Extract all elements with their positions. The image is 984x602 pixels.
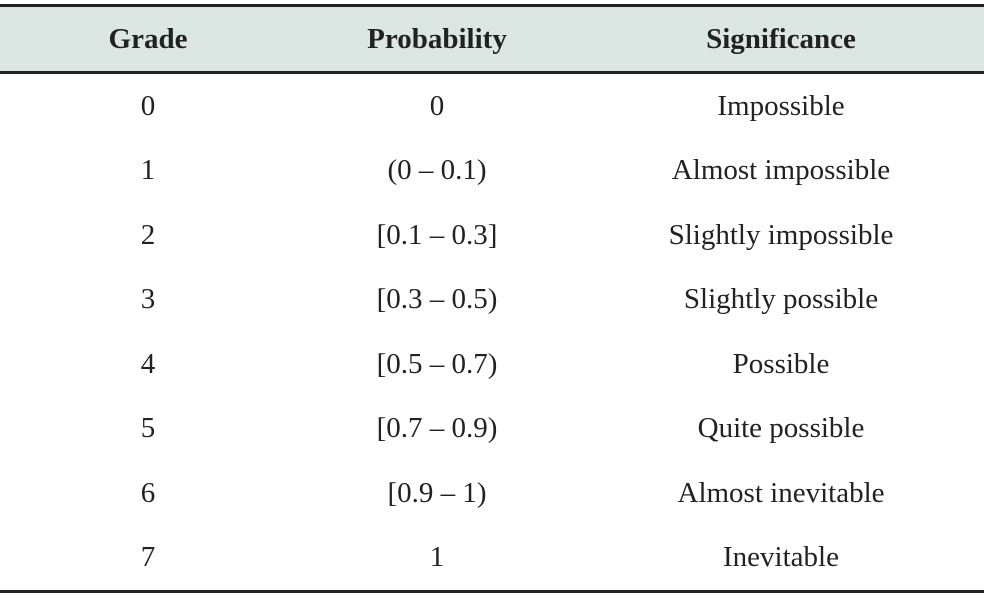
cell-significance: Slightly possible [683,283,879,316]
probability-grade-table-container: Grade Probability Significance 0 0 Impos… [0,4,984,602]
cell-grade: 6 [140,476,156,509]
table-row: 4 [0.5 – 0.7) Possible [0,332,984,397]
cell-significance: Almost impossible [671,154,891,187]
cell-significance: Impossible [717,89,845,122]
cell-grade: 4 [140,347,156,380]
cell-probability: [0.5 – 0.7) [376,347,498,380]
cell-probability: [0.1 – 0.3] [376,218,498,251]
cell-significance: Possible [732,347,830,380]
cell-grade: 1 [140,154,156,187]
cell-probability: [0.7 – 0.9) [376,412,498,445]
header-grade: Grade [0,4,296,74]
table-row: 1 (0 – 0.1) Almost impossible [0,139,984,204]
cell-probability: [0.3 – 0.5) [376,283,498,316]
table-row: 5 [0.7 – 0.9) Quite possible [0,397,984,462]
table-row: 2 [0.1 – 0.3] Slightly impossible [0,203,984,268]
cell-grade: 7 [0,525,296,593]
header-probability: Probability [296,4,578,74]
cell-probability: (0 – 0.1) [387,154,487,187]
table-body: 0 0 Impossible 1 (0 – 0.1) Almost imposs… [0,73,984,593]
cell-grade: 2 [140,218,156,251]
cell-significance: Almost inevitable [677,476,885,509]
cell-probability: 0 [429,89,445,122]
cell-significance: Quite possible [697,412,865,445]
cell-probability: [0.9 – 1) [387,476,487,509]
cell-grade: 5 [140,412,156,445]
table-row: 3 [0.3 – 0.5) Slightly possible [0,268,984,333]
table-row: 7 1 Inevitable [0,525,984,593]
cell-grade: 3 [140,283,156,316]
cell-significance: Slightly impossible [668,218,894,251]
cell-grade: 0 [140,89,156,122]
probability-grade-table: Grade Probability Significance 0 0 Impos… [0,4,984,593]
cell-significance: Inevitable [578,525,984,593]
table-row: 0 0 Impossible [0,73,984,139]
cell-probability: 1 [296,525,578,593]
header-significance: Significance [578,4,984,74]
table-header: Grade Probability Significance [0,4,984,74]
header-row: Grade Probability Significance [0,4,984,74]
table-row: 6 [0.9 – 1) Almost inevitable [0,461,984,526]
